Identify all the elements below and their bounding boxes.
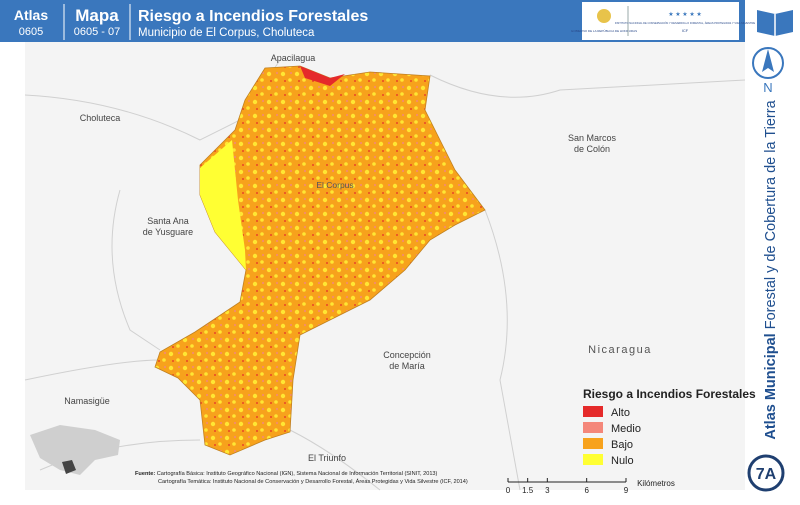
gov-logo-text: GOBIERNO DE LA REPÚBLICA DE HONDURAS (571, 28, 637, 33)
page-number: 7A (756, 466, 777, 483)
scale-bar: 0 1.5 3 6 9 Kilómetros (506, 478, 675, 495)
map-label: Mapa (75, 6, 119, 25)
inset-location (62, 460, 76, 474)
north-circle (752, 47, 784, 79)
place-label: Concepción (383, 350, 431, 360)
scale-tick-label: 3 (545, 486, 550, 495)
scale-tick-label: 6 (584, 486, 589, 495)
side-title-bold: Atlas Municipal (763, 333, 779, 439)
scale-tick-label: 0 (506, 486, 511, 495)
legend-label: Alto (611, 407, 630, 419)
side-title: Atlas Municipal Forestal y de Cobertura … (763, 99, 779, 439)
legend-title: Riesgo a Incendios Forestales (583, 387, 756, 401)
source-line: Cartografía Básica: Instituto Geográfico… (157, 471, 438, 477)
north-arrow (762, 49, 774, 72)
legend-label: Bajo (611, 439, 633, 451)
legend-label: Medio (611, 423, 641, 435)
stars: ★ ★ ★ ★ ★ (668, 11, 702, 18)
place-label: Nicaragua (588, 344, 652, 356)
legend-swatch (583, 454, 603, 465)
place-label: Apacilagua (271, 53, 316, 63)
legend-swatch (583, 438, 603, 449)
place-label: Namasigüe (64, 396, 110, 406)
legend-swatch (583, 422, 603, 433)
scale-unit: Kilómetros (637, 479, 675, 488)
page-badge (747, 454, 785, 492)
place-label: de Colón (574, 144, 610, 154)
place-label: El Corpus (316, 180, 353, 190)
place-label: de Yusguare (143, 227, 193, 237)
gov-emblem (597, 9, 611, 23)
scale-tick-label: 9 (624, 486, 629, 495)
atlas-code: 0605 (19, 26, 43, 38)
place-label: Choluteca (80, 113, 121, 123)
icf-short: ICF (682, 28, 689, 33)
icf-logo-text: INSTITUTO NACIONAL DE CONSERVACIÓN Y DES… (615, 20, 755, 25)
source-line: Cartografía Temática: Instituto Nacional… (158, 478, 468, 485)
municipality-risk (154, 65, 486, 456)
scale-tick-label: 1.5 (522, 486, 534, 495)
sources-label: Fuente: (135, 471, 155, 477)
nulo-zone (200, 140, 246, 270)
place-label: Santa Ana (147, 216, 189, 226)
side-title-rest: Forestal y de Cobertura de la Tierra (763, 99, 779, 333)
north-label: N (763, 80, 772, 95)
legend: Alto Medio Bajo Nulo (583, 406, 641, 467)
map-subtitle: Municipio de El Corpus, Choluteca (138, 27, 315, 39)
place-label: San Marcos (568, 133, 617, 143)
legend-label: Nulo (611, 455, 634, 467)
place-label: de María (389, 361, 425, 371)
inset-honduras (30, 425, 120, 475)
book-icon (757, 10, 793, 36)
map-title: Riesgo a Incendios Forestales (138, 8, 368, 25)
legend-swatch (583, 406, 603, 417)
place-label: El Triunfo (308, 453, 346, 463)
atlas-label: Atlas (14, 7, 48, 23)
sources: Fuente: Cartografía Básica: Instituto Ge… (135, 471, 438, 477)
map-code: 0605 - 07 (74, 26, 120, 38)
alto-zone (300, 66, 345, 86)
